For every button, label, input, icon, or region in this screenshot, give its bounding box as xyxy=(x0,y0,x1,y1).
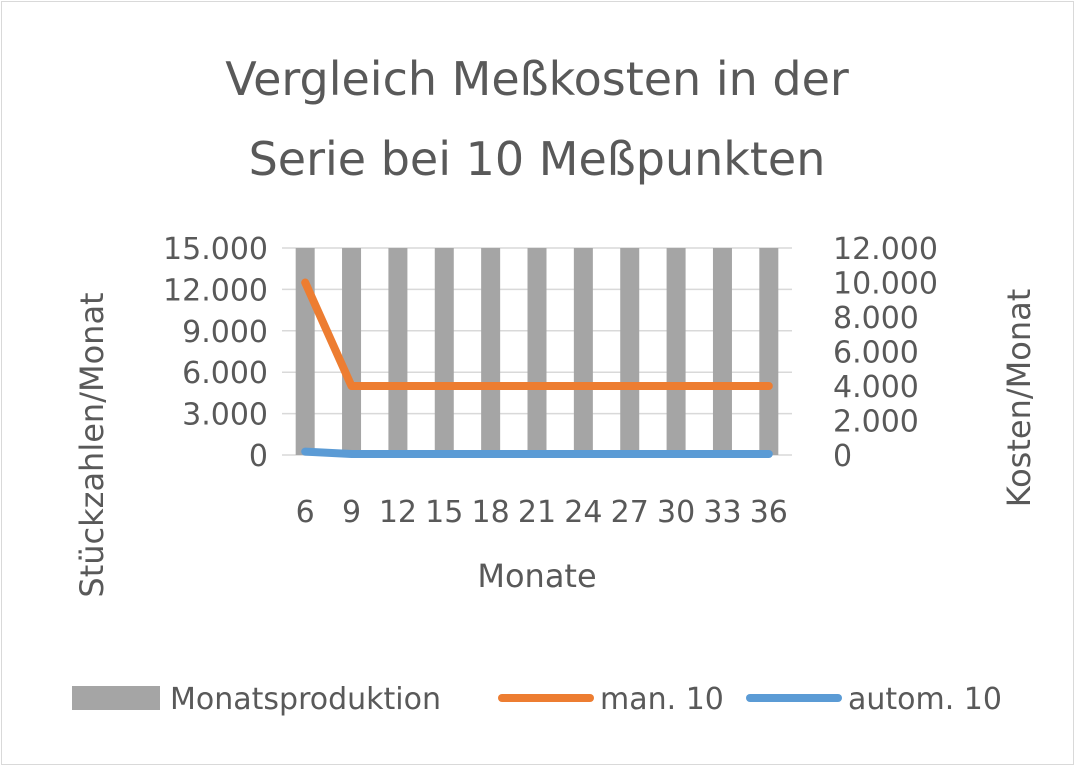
bar xyxy=(759,248,779,455)
x-tick-label: 33 xyxy=(703,495,741,530)
bar xyxy=(388,248,408,455)
bar xyxy=(434,248,454,455)
y2-tick-label: 10.000 xyxy=(833,267,938,302)
x-axis-title: Monate xyxy=(477,557,596,595)
x-tick-label: 12 xyxy=(379,495,417,530)
y2-tick-label: 12.000 xyxy=(833,232,938,267)
bar xyxy=(712,248,732,455)
y2-tick-label: 8.000 xyxy=(833,301,919,336)
x-tick-label: 6 xyxy=(296,495,315,530)
y2-axis-title: Kosten/Monat xyxy=(1000,289,1038,508)
bar xyxy=(342,248,362,455)
x-tick-label: 15 xyxy=(425,495,463,530)
line-series xyxy=(301,278,773,458)
legend-label-man-10: man. 10 xyxy=(600,682,724,717)
y2-tick-label: 2.000 xyxy=(833,405,919,440)
x-tick-label: 30 xyxy=(657,495,695,530)
y-tick-label: 3.000 xyxy=(182,398,268,433)
y2-tick-label: 4.000 xyxy=(833,370,919,405)
x-tick-label: 18 xyxy=(472,495,510,530)
y-axis-title: Stückzahlen/Monat xyxy=(73,292,111,597)
y-tick-label: 15.000 xyxy=(163,232,268,267)
y2-tick-label: 0 xyxy=(833,439,852,474)
x-tick-label: 36 xyxy=(750,495,788,530)
chart-title-line-2: Serie bei 10 Meßpunkten xyxy=(249,132,826,186)
legend: Monatsproduktion man. 10 autom. 10 xyxy=(72,682,1002,717)
bar xyxy=(666,248,686,455)
line-man-10 xyxy=(301,278,773,390)
y-tick-label: 9.000 xyxy=(182,315,268,350)
y-tick-label: 0 xyxy=(249,439,268,474)
x-tick-label: 9 xyxy=(342,495,361,530)
line-autom-10 xyxy=(301,447,773,458)
x-tick-label: 24 xyxy=(564,495,602,530)
bar xyxy=(481,248,501,455)
y2-tick-label: 6.000 xyxy=(833,336,919,371)
tick-labels: 03.0006.0009.00012.00015.00002.0004.0006… xyxy=(163,232,938,530)
legend-swatch-monatsproduktion xyxy=(72,686,160,710)
chart-title-line-1: Vergleich Meßkosten in der xyxy=(225,52,849,106)
bar xyxy=(573,248,593,455)
x-tick-label: 27 xyxy=(611,495,649,530)
x-tick-label: 21 xyxy=(518,495,556,530)
legend-label-autom-10: autom. 10 xyxy=(848,682,1002,717)
bar xyxy=(620,248,640,455)
y-tick-label: 12.000 xyxy=(163,273,268,308)
bar-series xyxy=(295,248,779,455)
y-tick-label: 6.000 xyxy=(182,356,268,391)
legend-label-monatsproduktion: Monatsproduktion xyxy=(170,682,441,717)
bar xyxy=(527,248,547,455)
